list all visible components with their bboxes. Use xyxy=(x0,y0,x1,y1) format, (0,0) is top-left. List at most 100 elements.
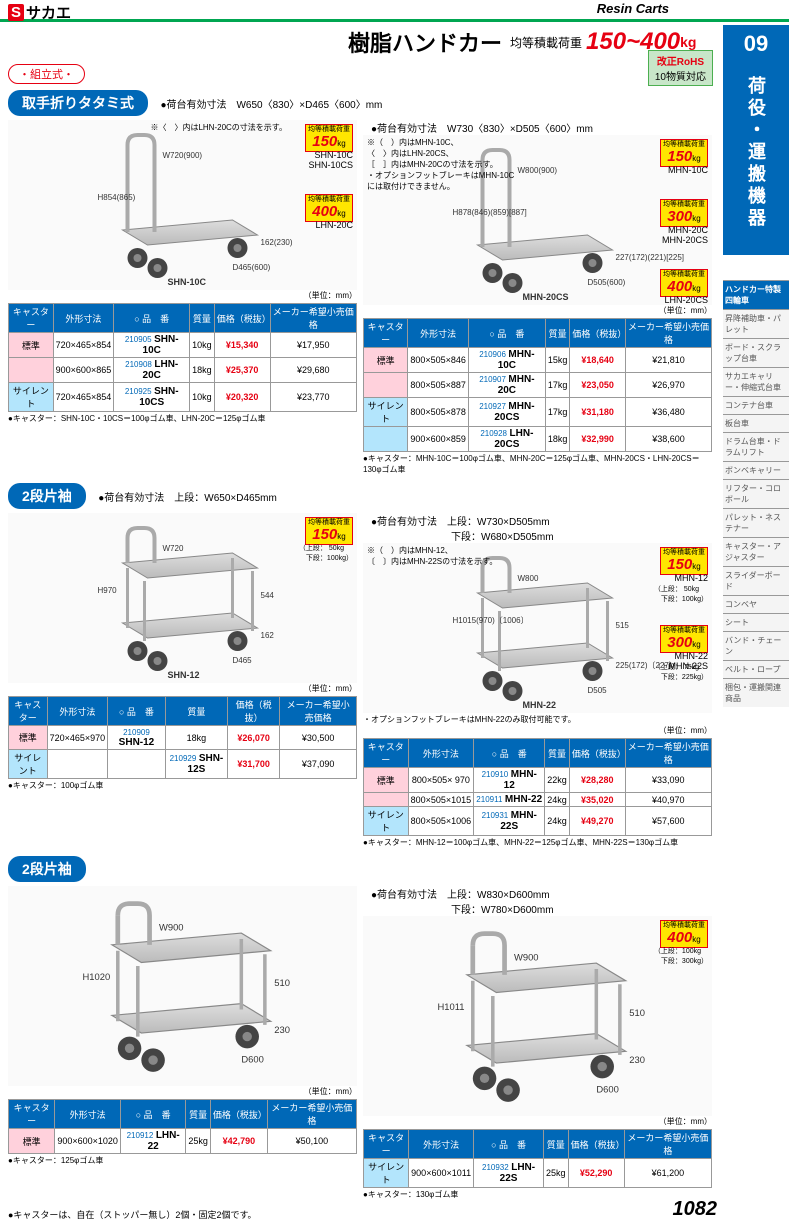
spec-text: ●荷台有効寸法 W650〈830〉×D465〈600〉mm xyxy=(160,100,382,111)
load-model: MHN-20C MHN-20CS xyxy=(662,225,708,245)
product-code: 210928 LHN-20CS xyxy=(468,427,545,452)
table-header: 質量 xyxy=(544,1130,569,1159)
table-header: メーカー希望小売価格 xyxy=(624,1130,711,1159)
svg-text:D600: D600 xyxy=(241,1053,264,1064)
table-header: メーカー希望小売価格 xyxy=(280,697,357,726)
price: ¥20,320 xyxy=(214,383,270,412)
product-col: H1020 W900 D600 510 230 （単位：mm）キャスター外形寸法… xyxy=(8,886,357,1200)
product-col: ●荷台有効寸法 上段：W830×D600mm 下段：W780×D600mm H1… xyxy=(363,886,712,1200)
product-section: 取手折りタタミ式 ●荷台有効寸法 W650〈830〉×D465〈600〉mm ※… xyxy=(0,86,720,479)
table-header: メーカー希望小売価格 xyxy=(625,739,711,768)
table-header: 質量 xyxy=(165,697,227,726)
spec-table: キャスター外形寸法○ 品 番質量価格（税抜）メーカー希望小売価格標準720×46… xyxy=(8,303,357,412)
caster-note: ●キャスター：130φゴム車 xyxy=(363,1189,712,1200)
dimensions: 800×505×846 xyxy=(408,348,469,373)
table-header: ○ 品 番 xyxy=(468,319,545,348)
side-nav-item[interactable]: 昇降補助車・パレット xyxy=(723,309,789,338)
table-header: 質量 xyxy=(186,1100,211,1129)
svg-text:W720(900): W720(900) xyxy=(163,151,203,160)
weight: 24kg xyxy=(545,793,570,807)
side-nav-item[interactable]: ドラム台車・ドラムリフト xyxy=(723,432,789,461)
load-badge: 均等積載荷重 400kg xyxy=(660,920,708,948)
side-nav-item[interactable]: キャスター・アジャスター xyxy=(723,537,789,566)
product-col: ※〈 〉内はLHN-20Cの寸法を示す。 H854(865) W720(900)… xyxy=(8,120,357,475)
spec-table: キャスター外形寸法○ 品 番質量価格（税抜）メーカー希望小売価格サイレント900… xyxy=(363,1129,712,1188)
product-col: ●荷台有効寸法 W730〈830〉×D505〈600〉mm※（ ）内はMHN-1… xyxy=(363,120,712,475)
msrp: ¥38,600 xyxy=(626,427,712,452)
price: ¥25,370 xyxy=(214,358,270,383)
price: ¥35,020 xyxy=(569,793,625,807)
table-header: 外形寸法 xyxy=(408,739,474,768)
product-diagram: ※（ ）内はMHN-10C、 〈 〉内はLHN-20CS、 ［ ］内はMHN-2… xyxy=(363,135,712,305)
table-header: ○ 品 番 xyxy=(114,304,190,333)
dimensions: 720×465×854 xyxy=(53,383,114,412)
spec-text: ●荷台有効寸法 上段：W650×D465mm xyxy=(98,493,277,504)
unit-label: （単位：mm） xyxy=(8,290,357,301)
product-code: 210905 SHN-10C xyxy=(114,333,190,358)
price: ¥18,640 xyxy=(570,348,626,373)
product-code: 210912 LHN-22 xyxy=(120,1129,185,1154)
product-section: 2段片袖 H1020 W900 D600 510 230 （単位：mm）キャスタ… xyxy=(0,852,720,1204)
product-diagram: H1011 W900 D600 510 230 均等積載荷重 400kg （上段… xyxy=(363,916,712,1116)
svg-text:MHN-20CS: MHN-20CS xyxy=(523,292,569,302)
dimensions: 900×600×1011 xyxy=(409,1159,474,1188)
table-row: サイレント900×600×1011210932 LHN-22S25kg¥52,2… xyxy=(364,1159,712,1188)
price: ¥15,340 xyxy=(214,333,270,358)
table-header: 外形寸法 xyxy=(409,1130,474,1159)
product-code: 210931 MHN-22S xyxy=(474,807,545,836)
side-nav-item[interactable]: 梱包・運搬関連商品 xyxy=(723,678,789,707)
msrp: ¥57,600 xyxy=(625,807,711,836)
dimensions: 900×600×1020 xyxy=(55,1129,121,1154)
side-nav-item[interactable]: ベルト・ロープ xyxy=(723,660,789,678)
side-nav-item[interactable]: ボード・スクラップ台車 xyxy=(723,338,789,367)
side-nav-item[interactable]: バンド・チェーン xyxy=(723,631,789,660)
side-nav-item[interactable]: リフター・コロボール xyxy=(723,479,789,508)
svg-text:SHN-10C: SHN-10C xyxy=(168,277,207,287)
svg-text:W900: W900 xyxy=(514,952,539,963)
table-header: キャスター xyxy=(364,1130,409,1159)
svg-text:D465(600): D465(600) xyxy=(233,263,271,272)
spec-text: ●荷台有効寸法 上段：W830×D600mm 下段：W780×D600mm xyxy=(371,886,712,916)
svg-text:H878(846)(859)[887]: H878(846)(859)[887] xyxy=(453,208,527,217)
side-nav-item[interactable]: 板台車 xyxy=(723,414,789,432)
product-code: 210929 SHN-12S xyxy=(165,750,227,779)
caster-type: 標準 xyxy=(9,1129,55,1154)
side-nav-item[interactable]: シート xyxy=(723,613,789,631)
side-nav-item[interactable]: スライダーボード xyxy=(723,566,789,595)
msrp: ¥50,100 xyxy=(267,1129,356,1154)
side-nav-item[interactable]: サカエキャリー・伸縮式台車 xyxy=(723,367,789,396)
weight: 25kg xyxy=(186,1129,211,1154)
unit-label: （単位：mm） xyxy=(8,683,357,694)
side-nav-item[interactable]: コンテナ台車 xyxy=(723,396,789,414)
product-diagram: H970 W720 D465 544 162 SHN-12 均等積載荷重 150… xyxy=(8,513,357,683)
price: ¥49,270 xyxy=(569,807,625,836)
side-nav-item[interactable]: パレット・ネステナー xyxy=(723,508,789,537)
load-badge: 均等積載荷重 300kg xyxy=(660,199,708,227)
brand-s-icon: S xyxy=(8,4,24,21)
svg-text:230: 230 xyxy=(274,1024,290,1035)
msrp: ¥23,770 xyxy=(270,383,356,412)
svg-text:H970: H970 xyxy=(98,586,118,595)
msrp: ¥33,090 xyxy=(625,768,711,793)
weight: 22kg xyxy=(545,768,570,793)
product-code: 210908 LHN-20C xyxy=(114,358,190,383)
price: ¥28,280 xyxy=(569,768,625,793)
category-name: 荷役・運搬機器 xyxy=(743,63,769,243)
weight: 17kg xyxy=(545,373,570,398)
side-nav-item[interactable]: ハンドカー特製四輪車 xyxy=(723,280,789,309)
table-header: キャスター xyxy=(9,1100,55,1129)
load-sub: （上段： 75kg 下段：225kg） xyxy=(654,662,708,682)
product-diagram: ※〈 〉内はLHN-20Cの寸法を示す。 H854(865) W720(900)… xyxy=(8,120,357,290)
caster-type xyxy=(364,793,409,807)
msrp: ¥26,970 xyxy=(626,373,712,398)
price: ¥52,290 xyxy=(568,1159,624,1188)
side-nav-item[interactable]: ボンベキャリー xyxy=(723,461,789,479)
caster-note: ●キャスター：MHN-10C＝100φゴム車、MHN-20C＝125φゴム車、M… xyxy=(363,453,712,475)
product-code: 210911 MHN-22 xyxy=(474,793,545,807)
svg-text:MHN-22: MHN-22 xyxy=(523,700,557,710)
side-nav-item[interactable]: コンベヤ xyxy=(723,595,789,613)
table-header: 質量 xyxy=(545,739,570,768)
table-row: 標準800×505× 970210910 MHN-1222kg¥28,280¥3… xyxy=(364,768,712,793)
product-code: 210907 MHN-20C xyxy=(468,373,545,398)
price: ¥32,990 xyxy=(570,427,626,452)
